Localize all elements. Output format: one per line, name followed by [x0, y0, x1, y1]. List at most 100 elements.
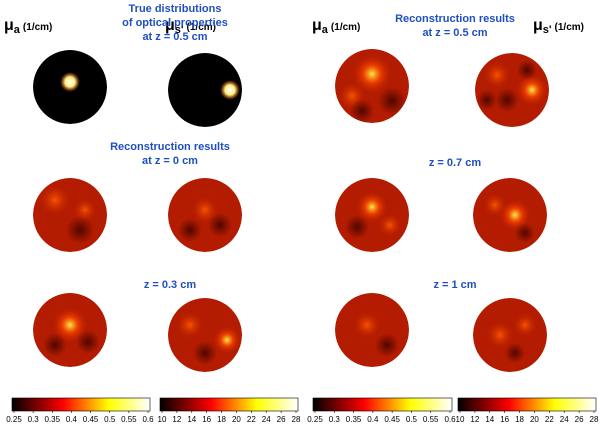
heading: at z = 0.5 cm — [142, 31, 207, 43]
colorbar-tick-label: 0.55 — [423, 415, 439, 424]
colorbar-tick-label: 28 — [292, 415, 301, 424]
colorbar-tick-label: 12 — [172, 415, 181, 424]
colorbar-tick-label: 0.5 — [406, 415, 418, 424]
quantity-label: μa (1/cm) — [312, 17, 360, 36]
heading: z = 0.3 cm — [144, 279, 197, 291]
colorbar-tick-label: 20 — [530, 415, 539, 424]
colorbar-tick-label: 20 — [232, 415, 241, 424]
colorbar — [159, 397, 299, 412]
colorbar-tick-label: 0.25 — [307, 415, 323, 424]
unit: (1/cm) — [331, 22, 360, 33]
colorbar-tick-label: 10 — [456, 415, 465, 424]
disc-blob — [515, 223, 535, 243]
unit: (1/cm) — [555, 22, 584, 33]
disc — [33, 293, 107, 367]
symbol: μ — [4, 17, 14, 34]
disc-blob — [220, 80, 240, 100]
colorbar-tick-label: 22 — [545, 415, 554, 424]
quantity-label: μs' (1/cm) — [165, 17, 216, 36]
colorbar-tick-label: 18 — [217, 415, 226, 424]
disc-blob — [499, 199, 531, 231]
quantity-label: μa (1/cm) — [4, 17, 52, 36]
disc-blob — [495, 88, 519, 112]
disc — [335, 293, 409, 367]
disc-blob — [378, 87, 406, 115]
disc-blob — [76, 330, 100, 354]
heading: Reconstruction results — [110, 141, 230, 153]
colorbar-tick-label: 24 — [560, 415, 569, 424]
disc — [168, 53, 242, 127]
colorbar-tick-label: 0.35 — [346, 415, 362, 424]
disc-blob — [52, 307, 88, 343]
disc-blob — [213, 326, 241, 354]
colorbar-tick-label: 14 — [187, 415, 196, 424]
colorbar-tick-label: 0.4 — [367, 415, 379, 424]
colorbar-tick-label: 0.25 — [6, 415, 22, 424]
disc-blob — [516, 74, 548, 106]
symbol: μ — [165, 17, 175, 34]
colorbar-tick-label: 0.6 — [444, 415, 456, 424]
heading: at z = 0 cm — [142, 155, 198, 167]
colorbar-tick-label: 0.4 — [66, 415, 78, 424]
disc-blob — [505, 343, 525, 363]
disc — [335, 178, 409, 252]
disc — [168, 298, 242, 372]
disc-blob — [178, 218, 202, 242]
disc-blob — [350, 99, 374, 123]
colorbar-tick-label: 22 — [247, 415, 256, 424]
subscript: a — [322, 24, 329, 36]
heading: True distributions — [129, 3, 222, 15]
heading: of optical properties — [122, 17, 228, 29]
colorbar-tick-label: 0.3 — [329, 415, 341, 424]
disc-blob — [66, 216, 94, 244]
disc-blob — [39, 184, 71, 216]
colorbar-tick-label: 0.55 — [121, 415, 137, 424]
disc-blob — [517, 60, 537, 80]
colorbar-tick-label: 24 — [262, 415, 271, 424]
disc — [33, 178, 107, 252]
disc-blob — [356, 191, 388, 223]
disc — [473, 178, 547, 252]
colorbar-tick-label: 16 — [500, 415, 509, 424]
disc-blob — [378, 213, 402, 237]
colorbar-tick-label: 10 — [158, 415, 167, 424]
disc-blob — [176, 311, 204, 339]
colorbar-tick-label: 0.35 — [44, 415, 60, 424]
disc-blob — [353, 311, 381, 339]
disc-blob — [486, 321, 514, 349]
subscript: a — [14, 24, 21, 36]
disc-blob — [375, 333, 399, 357]
disc-blob — [477, 90, 497, 110]
disc — [168, 178, 242, 252]
unit: (1/cm) — [23, 22, 52, 33]
colorbar-tick-label: 0.6 — [142, 415, 154, 424]
colorbar-tick-label: 0.5 — [104, 415, 116, 424]
heading: at z = 0.5 cm — [422, 27, 487, 39]
colorbar-tick-label: 16 — [202, 415, 211, 424]
quantity-label: μs' (1/cm) — [533, 17, 584, 36]
disc — [475, 53, 549, 127]
disc-blob — [352, 54, 392, 94]
subscript: s' — [175, 24, 184, 36]
colorbar-tick-label: 26 — [575, 415, 584, 424]
disc-blob — [60, 72, 80, 92]
subscript: s' — [543, 24, 552, 36]
heading: z = 0.7 cm — [429, 157, 482, 169]
disc-blob — [513, 313, 537, 337]
disc-blob — [345, 215, 369, 239]
colorbar — [11, 397, 151, 412]
symbol: μ — [533, 17, 543, 34]
disc — [33, 50, 107, 124]
symbol: μ — [312, 17, 322, 34]
disc-blob — [43, 333, 67, 357]
colorbar-tick-label: 12 — [470, 415, 479, 424]
colorbar — [457, 397, 597, 412]
colorbar-tick-label: 0.3 — [28, 415, 40, 424]
heading: Reconstruction results — [395, 13, 515, 25]
colorbar-tick-label: 28 — [590, 415, 599, 424]
disc — [473, 298, 547, 372]
colorbar-tick-label: 14 — [485, 415, 494, 424]
colorbar-tick-label: 0.45 — [384, 415, 400, 424]
colorbar-tick-label: 26 — [277, 415, 286, 424]
